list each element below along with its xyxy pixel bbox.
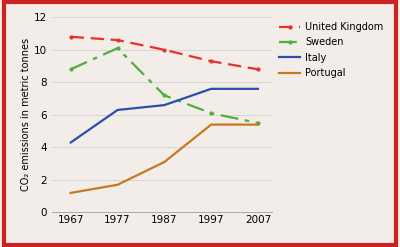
Portugal [256, 123, 260, 126]
Sweden [209, 112, 214, 115]
Line: Italy: Italy [71, 89, 258, 143]
Sweden [115, 47, 120, 50]
Portugal [209, 123, 214, 126]
Line: Sweden: Sweden [68, 45, 261, 126]
Italy [115, 108, 120, 111]
Legend: United Kingdom, Sweden, Italy, Portugal: United Kingdom, Sweden, Italy, Portugal [279, 22, 384, 78]
Portugal [162, 161, 167, 164]
United Kingdom [115, 39, 120, 41]
Line: United Kingdom: United Kingdom [68, 34, 261, 72]
Portugal [115, 183, 120, 186]
United Kingdom [162, 48, 167, 51]
United Kingdom [256, 68, 260, 71]
United Kingdom [209, 60, 214, 63]
Italy [162, 104, 167, 107]
Italy [68, 141, 73, 144]
Y-axis label: CO₂ emissions in metric tonnes: CO₂ emissions in metric tonnes [21, 38, 31, 191]
Line: Portugal: Portugal [71, 124, 258, 193]
Sweden [68, 68, 73, 71]
Portugal [68, 191, 73, 194]
United Kingdom [68, 35, 73, 38]
Sweden [162, 94, 167, 97]
Italy [209, 87, 214, 90]
Italy [256, 87, 260, 90]
Sweden [256, 122, 260, 124]
